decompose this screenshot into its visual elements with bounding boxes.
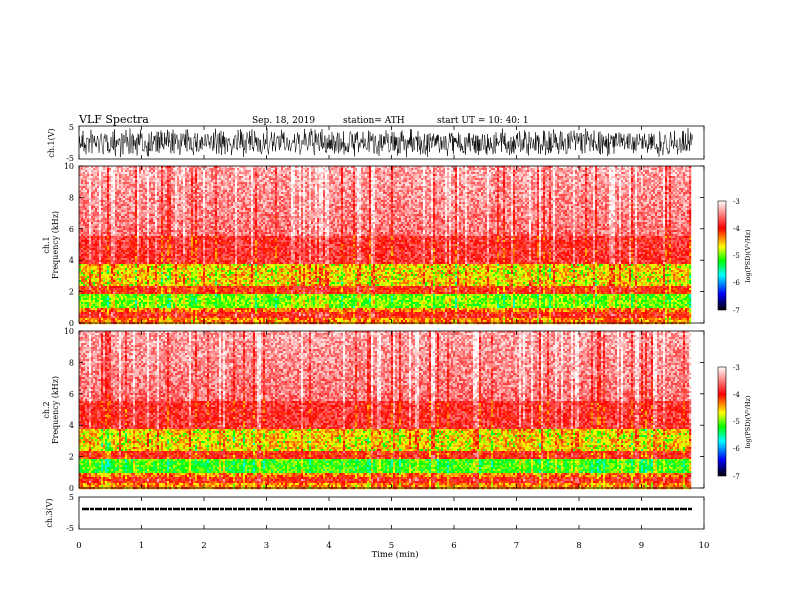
station-label: station= ATH bbox=[343, 116, 405, 126]
ytick-label: 10 bbox=[64, 327, 74, 336]
cb2-tick-m5: -5 bbox=[733, 418, 740, 426]
cb2-label: log(PSD)(V²/Hz) bbox=[744, 395, 752, 448]
ch3-waveform-panel: 5 -5 ch.3(V) bbox=[45, 493, 704, 533]
cb1-label: log(PSD)(V²/Hz) bbox=[744, 229, 752, 282]
date-label: Sep. 18, 2019 bbox=[252, 116, 315, 126]
cb1-tick-m5: -5 bbox=[733, 252, 740, 260]
cb1-tick-m4: -4 bbox=[733, 225, 740, 233]
start-time-label: start UT = 10: 40: 1 bbox=[437, 116, 529, 126]
cb2-tick-m7: -7 bbox=[733, 473, 740, 481]
x-axis-label: Time (min) bbox=[371, 549, 418, 560]
xtick-label: 8 bbox=[576, 541, 581, 551]
ch2-spectrogram-image bbox=[79, 331, 691, 489]
ch2-spectrogram-panel: 0 2 4 6 8 10 ch.2 Frequency (kHz) -3 -4 -5 -6… bbox=[42, 327, 752, 493]
ch3-ytick-top: 5 bbox=[69, 493, 74, 502]
xtick-label: 7 bbox=[514, 541, 519, 551]
xtick-label: 9 bbox=[639, 541, 644, 551]
xtick-label: 3 bbox=[264, 541, 269, 551]
ch3-ytick-bottom: -5 bbox=[66, 524, 74, 533]
cb2-tick-m6: -6 bbox=[733, 445, 740, 453]
vlf-figure: VLF Spectra Sep. 18, 2019 station= ATH s… bbox=[0, 0, 792, 612]
ch1-ylabel: ch.1(V) bbox=[47, 128, 56, 157]
ch3-ylabel: ch.3(V) bbox=[45, 498, 54, 527]
ytick-label: 6 bbox=[69, 225, 74, 234]
xtick-label: 2 bbox=[201, 541, 206, 551]
ytick-label: 8 bbox=[69, 358, 74, 367]
cb1-tick-m3: -3 bbox=[733, 198, 740, 206]
ch1-colorbar bbox=[718, 201, 726, 310]
ytick-label: 8 bbox=[69, 193, 74, 202]
cb2-tick-m4: -4 bbox=[733, 391, 740, 399]
figure-title: VLF Spectra bbox=[78, 113, 149, 126]
ytick-label: 4 bbox=[69, 256, 74, 265]
ytick-label: 2 bbox=[69, 453, 74, 462]
cb1-tick-m7: -7 bbox=[733, 307, 740, 315]
ch1-spectrogram-image bbox=[79, 166, 691, 324]
ch1-ytick-top: 5 bbox=[69, 123, 74, 132]
ch2-spec-label-b: Frequency (kHz) bbox=[51, 376, 60, 444]
ytick-label: 0 bbox=[69, 484, 74, 493]
ytick-label: 4 bbox=[69, 421, 74, 430]
xtick-label: 1 bbox=[139, 541, 144, 551]
xtick-label: 0 bbox=[76, 541, 81, 551]
xtick-label: 6 bbox=[451, 541, 456, 551]
ytick-label: 10 bbox=[64, 162, 74, 171]
ch1-spec-label-a: ch.1 bbox=[42, 236, 51, 253]
ytick-label: 6 bbox=[69, 390, 74, 399]
ch2-colorbar bbox=[718, 367, 726, 476]
ytick-label: 2 bbox=[69, 288, 74, 297]
cb1-tick-m6: -6 bbox=[733, 279, 740, 287]
ch1-waveform-line bbox=[79, 128, 693, 157]
xtick-label: 10 bbox=[699, 541, 710, 551]
ch1-spec-label-b: Frequency (kHz) bbox=[51, 211, 60, 279]
xtick-label: 4 bbox=[326, 541, 331, 551]
cb2-tick-m3: -3 bbox=[733, 364, 740, 372]
ch1-waveform-panel: 5 -5 ch.1(V) bbox=[47, 123, 704, 163]
ch2-spec-label-a: ch.2 bbox=[42, 401, 51, 418]
ch3-frame bbox=[79, 497, 704, 529]
